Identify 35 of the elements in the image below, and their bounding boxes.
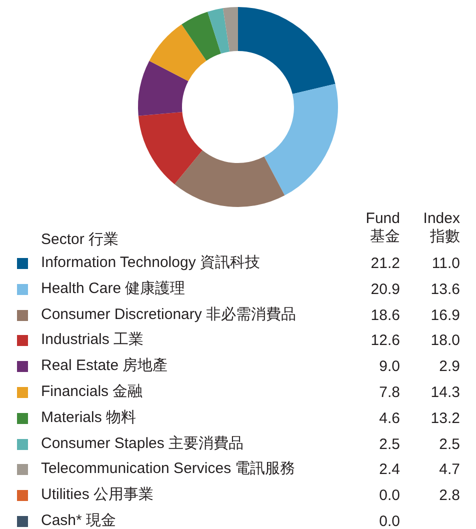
legend-label: Real Estate 房地產 [41,357,168,376]
text: 18.0 [430,332,460,350]
data-label: 4.6 [379,410,400,428]
legend-label: Consumer Staples 主要消費品 [41,434,244,453]
legend-label: Industrials 工業 [41,331,144,350]
text: 13.2 [430,410,460,428]
text: 13.6 [430,280,460,299]
text: 2.8 [439,487,460,506]
text: 0.0 [379,513,400,529]
text: 2.5 [439,436,460,454]
text: Fund 基金 [364,210,400,246]
data-label: 18.6 [370,306,400,325]
legend-label: Information Technology 資訊科技 [41,254,260,272]
text: 14.3 [430,384,460,402]
data-label: 21.2 [370,255,400,273]
data-label: 2.4 [379,461,400,480]
legend-label: Utilities 公用事業 [41,486,154,504]
data-label: 7.8 [379,384,400,402]
text: 0.0 [379,487,400,504]
legend-label: Financials 金融 [41,383,143,401]
legend-label: Materials 物料 [41,408,136,427]
text: 11.0 [432,255,460,273]
text: 4.7 [439,461,460,480]
legend-title: Sector 行業 [41,231,119,249]
data-label: 2.5 [379,436,400,454]
legend-label: Telecommunication Services 電訊服務 [41,460,296,478]
text: Index 指數 [422,210,460,246]
text: 2.9 [439,358,460,376]
text: 16.9 [430,306,460,325]
legend-label: Health Care 健康護理 [41,280,186,298]
data-label: 20.9 [370,280,400,299]
legend-label: Consumer Discretionary 非必需消費品 [41,306,296,324]
legend-label: Cash* 現金 [41,512,116,529]
data-label: 12.6 [370,332,400,350]
data-label: 9.0 [379,358,400,376]
